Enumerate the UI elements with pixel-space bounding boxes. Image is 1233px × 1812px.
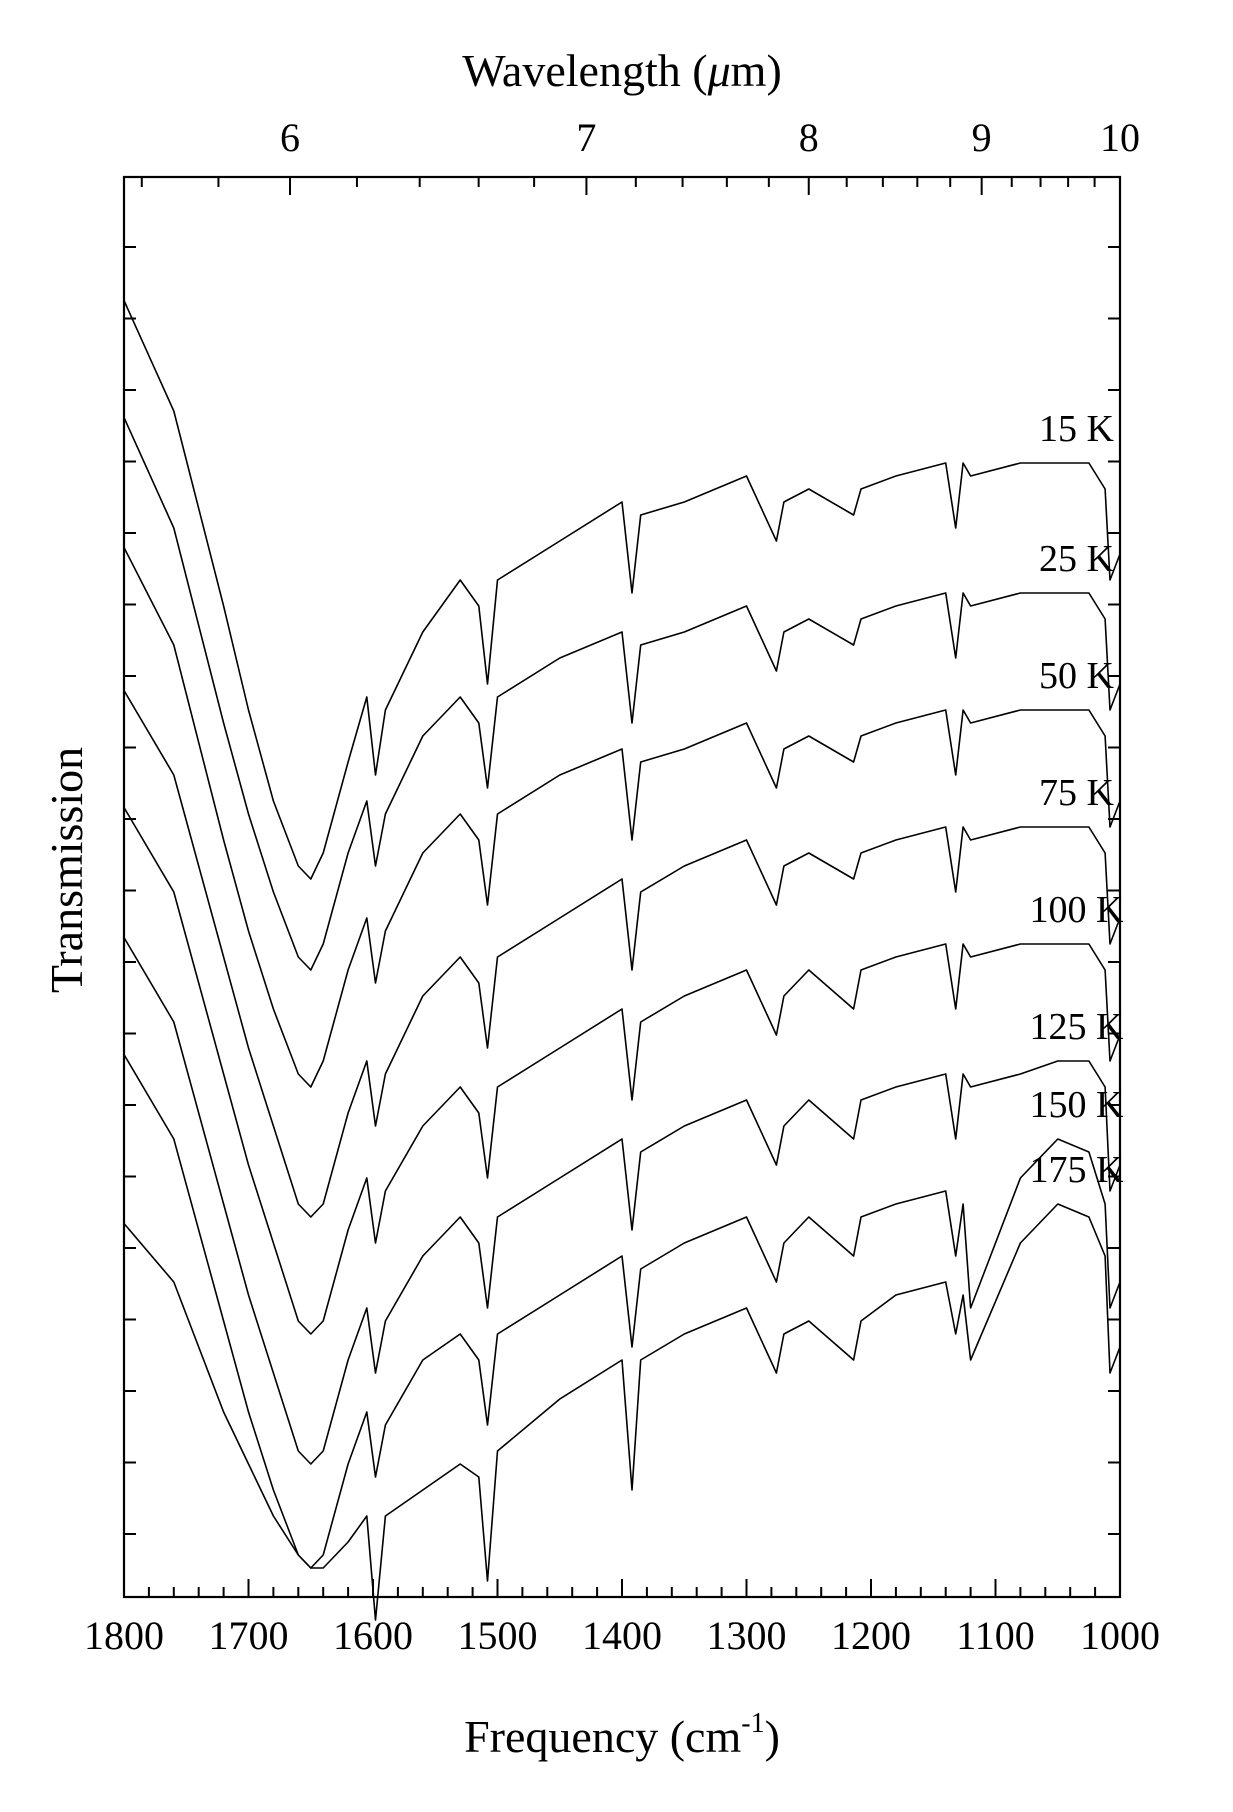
- axis-tick-labels: 1800 1700 1600 1500 1400 1300 1200 1100 1000 6 7 8 9…: [84, 115, 1160, 1658]
- x2-tick-label: 6: [280, 115, 300, 160]
- series-label: 100 K: [1029, 889, 1124, 931]
- series-labels: 15 K 25 K 50 K 75 K 100 K 125 K 150 K 175 K: [1029, 408, 1124, 1191]
- x-tick-label: 1300: [707, 1613, 787, 1658]
- x-axis-title: Frequency (cm-1): [464, 1708, 780, 1762]
- x-tick-label: 1200: [831, 1613, 911, 1658]
- axis-ticks: [123, 177, 1121, 1597]
- x2-tick-label: 7: [576, 115, 596, 160]
- x-tick-label: 1800: [84, 1613, 164, 1658]
- series-label: 150 K: [1029, 1084, 1124, 1126]
- series-line: [123, 690, 1121, 1218]
- series-line: [123, 937, 1121, 1465]
- x-tick-label: 1400: [582, 1613, 662, 1658]
- x-tick-label: 1500: [458, 1613, 538, 1658]
- plot-frame: [122, 175, 1122, 1599]
- x-tick-label: 1700: [209, 1613, 289, 1658]
- series-line: [123, 1203, 1121, 1621]
- series-label: 75 K: [1039, 772, 1115, 814]
- series-label: 25 K: [1039, 538, 1115, 580]
- x-tick-label: 1600: [333, 1613, 413, 1658]
- series-curves: [123, 300, 1121, 1621]
- series-label: 175 K: [1029, 1149, 1124, 1191]
- x-tick-label: 1000: [1080, 1613, 1160, 1658]
- series-label: 125 K: [1029, 1006, 1124, 1048]
- x2-axis-title: Wavelength (μm): [462, 45, 782, 96]
- series-label: 50 K: [1039, 655, 1115, 697]
- series-line: [123, 547, 1121, 1088]
- x2-tick-label: 8: [799, 115, 819, 160]
- x-tick-label: 1100: [956, 1613, 1035, 1658]
- series-line: [123, 417, 1121, 971]
- series-line: [123, 1054, 1121, 1569]
- series-line: [123, 300, 1121, 880]
- x2-tick-label: 10: [1100, 115, 1140, 160]
- y-axis-title: Transmission: [41, 747, 92, 993]
- series-line: [123, 807, 1121, 1335]
- x2-tick-label: 9: [972, 115, 992, 160]
- series-label: 15 K: [1039, 408, 1115, 450]
